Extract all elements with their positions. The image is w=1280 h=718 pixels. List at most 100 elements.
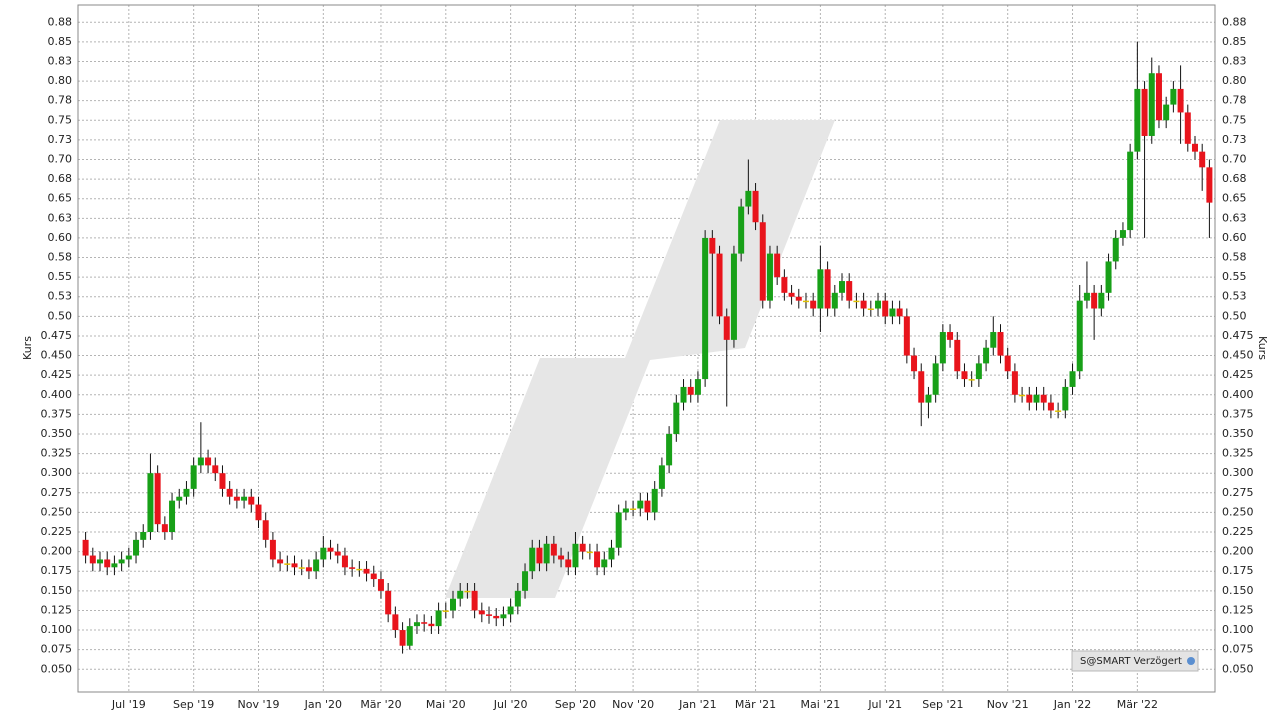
badge-icon bbox=[1187, 657, 1195, 665]
candle-body bbox=[694, 379, 701, 395]
candle-body bbox=[666, 433, 673, 466]
watermark bbox=[445, 120, 835, 598]
candle-body bbox=[882, 300, 889, 317]
candle-body bbox=[413, 622, 420, 627]
candle-body bbox=[1076, 300, 1083, 372]
y2-tick-label: 0.83 bbox=[1222, 54, 1247, 67]
candle-body bbox=[118, 559, 125, 564]
y-tick-label: 0.73 bbox=[48, 133, 73, 146]
y2-tick-label: 0.68 bbox=[1222, 172, 1247, 185]
badge-text: S@SMART Verzögert bbox=[1080, 656, 1182, 667]
y2-tick-label: 0.80 bbox=[1222, 74, 1247, 87]
y-tick-label: 0.350 bbox=[41, 427, 73, 440]
candle-body bbox=[1141, 88, 1148, 136]
candle-body bbox=[687, 386, 694, 395]
y-tick-label: 0.50 bbox=[48, 309, 73, 322]
y2-tick-label: 0.88 bbox=[1222, 15, 1247, 28]
candle-body bbox=[1206, 167, 1213, 203]
candle-body bbox=[486, 614, 493, 616]
candle-body bbox=[1026, 394, 1033, 403]
x-tick-label: Jan '21 bbox=[678, 698, 716, 711]
y-tick-label: 0.85 bbox=[48, 35, 73, 48]
candle-body bbox=[550, 543, 557, 556]
y2-tick-label: 0.85 bbox=[1222, 35, 1247, 48]
candle-body bbox=[810, 300, 817, 309]
y-tick-label: 0.175 bbox=[41, 564, 73, 577]
candle-body bbox=[1191, 143, 1198, 152]
candle-body bbox=[161, 524, 168, 533]
candle-body bbox=[651, 488, 658, 513]
y2-tick-label: 0.075 bbox=[1222, 643, 1254, 656]
y2-tick-label: 0.400 bbox=[1222, 388, 1254, 401]
candle-body bbox=[1163, 104, 1170, 121]
candle-body bbox=[622, 508, 629, 513]
x-tick-label: Mär '20 bbox=[360, 698, 401, 711]
candle-body bbox=[212, 465, 219, 474]
candle-body bbox=[716, 253, 723, 317]
y-tick-label: 0.53 bbox=[48, 290, 73, 303]
y-tick-label: 0.125 bbox=[41, 603, 73, 616]
y2-tick-label: 0.100 bbox=[1222, 623, 1254, 636]
y2-tick-label: 0.225 bbox=[1222, 525, 1254, 538]
candle-body bbox=[320, 547, 327, 560]
candle-body bbox=[608, 547, 615, 560]
candle-body bbox=[1047, 402, 1054, 411]
candle-body bbox=[1199, 151, 1206, 168]
y2-tick-label: 0.300 bbox=[1222, 466, 1254, 479]
candle-body bbox=[97, 559, 104, 564]
candle-body bbox=[774, 253, 781, 278]
plot-frame bbox=[77, 4, 1216, 693]
candle-body bbox=[961, 371, 968, 380]
y-tick-label: 0.100 bbox=[41, 623, 73, 636]
candle-body bbox=[255, 504, 262, 521]
candle-body bbox=[1184, 112, 1191, 144]
candle-body bbox=[154, 473, 161, 525]
x-tick-label: Nov '21 bbox=[987, 698, 1029, 711]
candle-body bbox=[262, 520, 269, 540]
x-tick-label: Mär '21 bbox=[735, 698, 776, 711]
candle-body bbox=[205, 457, 212, 466]
candle-body bbox=[284, 563, 291, 565]
candle-body bbox=[82, 539, 89, 556]
y2-tick-label: 0.150 bbox=[1222, 584, 1254, 597]
y-tick-label: 0.225 bbox=[41, 525, 73, 538]
candle-body bbox=[658, 465, 665, 489]
candle-body bbox=[313, 559, 320, 572]
candle-body bbox=[1134, 88, 1141, 152]
y-tick-label: 0.325 bbox=[41, 447, 73, 460]
candle-body bbox=[997, 332, 1004, 356]
candle-body bbox=[449, 598, 456, 611]
x-tick-label: Sep '19 bbox=[173, 698, 214, 711]
y-tick-label: 0.150 bbox=[41, 584, 73, 597]
y-tick-label: 0.78 bbox=[48, 94, 73, 107]
y-tick-label: 0.375 bbox=[41, 407, 73, 420]
x-tick-label: Jan '20 bbox=[304, 698, 342, 711]
y2-tick-label: 0.75 bbox=[1222, 113, 1247, 126]
candle-body bbox=[954, 339, 961, 372]
candle-body bbox=[947, 332, 954, 340]
candle-body bbox=[226, 488, 233, 497]
x-tick-label: Nov '19 bbox=[237, 698, 279, 711]
candle-body bbox=[522, 571, 529, 591]
candle-body bbox=[1083, 292, 1090, 301]
y-tick-label: 0.075 bbox=[41, 643, 73, 656]
candle-body bbox=[759, 222, 766, 301]
y2-tick-label: 0.53 bbox=[1222, 290, 1247, 303]
candle-body bbox=[514, 590, 521, 607]
candle-body bbox=[1127, 151, 1134, 231]
candle-body bbox=[140, 532, 147, 540]
candle-body bbox=[709, 237, 716, 254]
y-tick-label: 0.60 bbox=[48, 231, 73, 244]
y-tick-label: 0.300 bbox=[41, 466, 73, 479]
candle-body bbox=[831, 292, 838, 309]
candle-body bbox=[788, 292, 795, 297]
candle-body bbox=[1091, 292, 1098, 309]
candle-body bbox=[377, 579, 384, 591]
candle-body bbox=[291, 563, 298, 568]
candle-body bbox=[399, 630, 406, 646]
candle-body bbox=[1098, 292, 1105, 309]
y2-tick-label: 0.275 bbox=[1222, 486, 1254, 499]
candle-body bbox=[1170, 88, 1177, 105]
candle-body bbox=[615, 512, 622, 548]
